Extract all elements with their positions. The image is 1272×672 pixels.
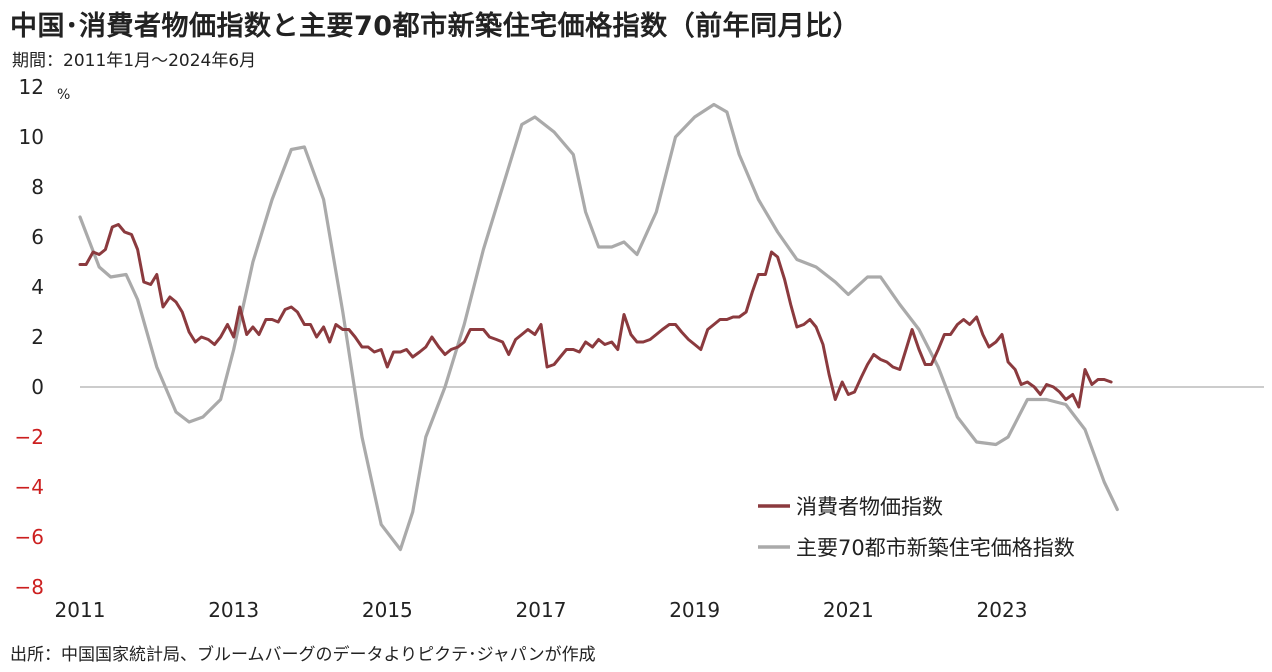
y-axis: 12 10 8 6 4 2 0 −2 −4 −6 −8: [15, 75, 44, 599]
y-tick-label: 2: [31, 325, 44, 349]
x-tick-label: 2013: [208, 598, 259, 622]
y-tick-label: 10: [19, 125, 44, 149]
chart-period: 期間：2011年1月～2024年6月: [12, 51, 257, 71]
y-tick-label: 12: [19, 75, 44, 99]
y-tick-label: −6: [15, 525, 44, 549]
series-layer: [78, 102, 1119, 552]
y-tick-label: −4: [15, 475, 44, 499]
series-line-cpi: [78, 223, 1113, 409]
chart-title: 中国･消費者物価指数と主要70都市新築住宅価格指数（前年同月比）: [10, 11, 861, 42]
x-axis: 2011 2013 2015 2017 2019 2021 2023: [55, 598, 1028, 622]
x-tick-label: 2017: [516, 598, 567, 622]
legend-label-cpi: 消費者物価指数: [796, 495, 943, 519]
y-tick-label: −8: [15, 575, 44, 599]
y-tick-label: 8: [31, 175, 44, 199]
x-tick-label: 2011: [55, 598, 106, 622]
x-tick-label: 2021: [823, 598, 874, 622]
y-tick-label: 4: [31, 275, 44, 299]
series-line-housing: [78, 102, 1119, 552]
y-tick-label: −2: [15, 425, 44, 449]
y-axis-unit: %: [57, 87, 70, 103]
x-tick-label: 2015: [362, 598, 413, 622]
x-tick-label: 2019: [669, 598, 720, 622]
x-tick-label: 2023: [977, 598, 1028, 622]
source-note: 出所：中国国家統計局、ブルームバーグのデータよりピクテ･ジャパンが作成: [10, 645, 596, 665]
legend-label-housing: 主要70都市新築住宅価格指数: [796, 536, 1075, 560]
y-tick-label: 0: [31, 375, 44, 399]
y-tick-label: 6: [31, 225, 44, 249]
